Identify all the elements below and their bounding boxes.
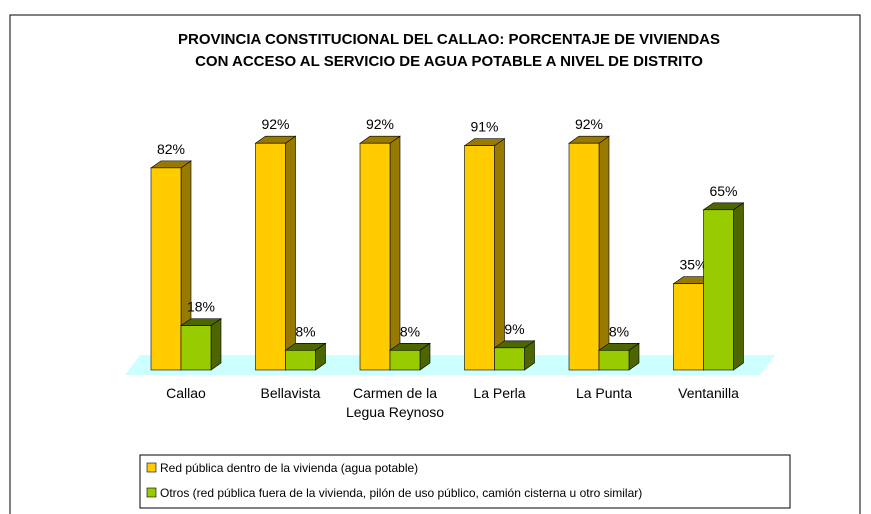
x-tick-label: Ventanilla [678,385,739,401]
value-label: 9% [504,321,524,337]
value-label: 18% [187,299,215,315]
bar-front [598,349,630,371]
value-label: 92% [366,116,394,132]
chart-title: PROVINCIA CONSTITUCIONAL DEL CALLAO: POR… [178,31,720,48]
bar [359,135,401,371]
bar [568,135,610,371]
bar-front [359,142,391,371]
bar-front [568,142,600,371]
bar [284,342,327,371]
bar [702,202,745,371]
bar-front [255,142,286,371]
value-label: 92% [575,116,603,132]
x-tick-label: Carmen de la Legua Reynoso [345,385,445,420]
value-label: 35% [679,257,707,273]
bar-front [180,325,212,371]
bar-front [673,283,704,371]
bar-front [464,145,495,371]
bar [180,318,222,371]
bar-front [389,349,421,371]
bar-side [494,138,505,371]
legend-label: Otros (red pública fuera de la vivienda,… [160,486,642,500]
bar-side [598,135,610,371]
x-tick-label: La Perla [473,385,526,401]
value-label: 91% [470,119,498,135]
chart-title: CON ACCESO AL SERVICIO DE AGUA POTABLE A… [195,53,703,70]
x-tick-label: Callao [166,385,206,401]
bar-front [494,347,525,371]
bar [150,160,192,371]
x-tick-label: Bellavista [260,385,321,401]
bar [598,342,640,371]
bar [254,135,297,371]
bar-front [285,349,316,371]
value-label: 65% [709,183,737,199]
value-label: 8% [609,323,629,339]
bar [463,138,506,371]
bar-side [389,135,401,371]
bar-front [150,167,182,371]
value-label: 82% [157,141,185,157]
legend-box [139,454,791,509]
bar [389,342,431,371]
bar-side [285,135,296,371]
value-label: 8% [400,323,420,339]
value-label: 92% [261,116,289,132]
chart-frame [9,14,861,514]
bar-front [703,209,734,371]
legend-swatch [146,462,157,473]
bar-side [733,202,744,371]
bar [493,340,536,371]
legend-label: Red pública dentro de la vivienda (agua … [160,461,418,475]
x-tick-label: La Punta [575,385,633,401]
value-label: 8% [295,323,315,339]
legend-swatch [146,487,157,498]
bar-side [210,318,222,371]
